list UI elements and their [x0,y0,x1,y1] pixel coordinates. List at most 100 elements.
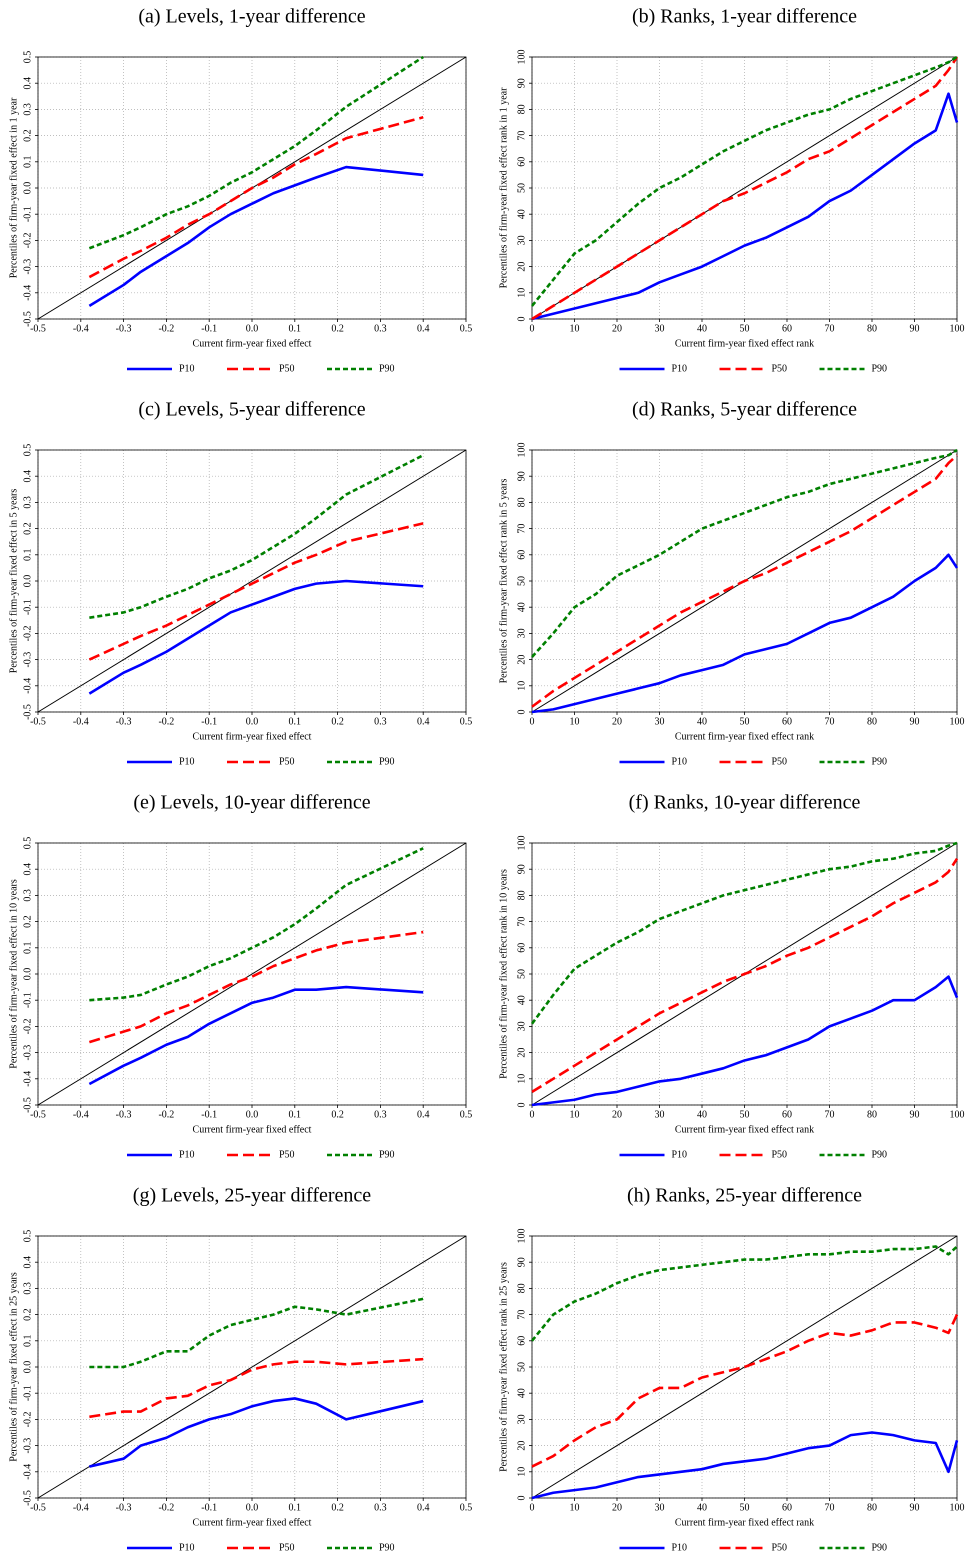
y-tick-label: 40 [516,995,527,1005]
x-tick-label: 70 [825,323,835,334]
x-tick-label: 0.5 [460,1109,473,1120]
series-line [531,454,958,708]
y-tick-label: 50 [516,576,527,586]
y-tick-label: 0.1 [22,156,33,169]
y-axis-label: Percentiles of firm-year fixed effect ra… [498,479,509,684]
y-tick-label: 0.2 [22,522,33,535]
x-tick-label: 60 [782,716,792,727]
legend-label: P50 [772,1149,788,1160]
y-tick-label: 0.0 [22,1361,33,1374]
y-tick-label: 0.3 [22,496,33,509]
x-tick-label: -0.2 [158,1109,174,1120]
x-tick-label: 70 [825,1109,835,1120]
x-tick-label: 100 [950,323,965,334]
y-tick-label: 100 [516,50,527,65]
x-tick-label: -0.1 [201,716,217,727]
y-axis-label: Percentiles of firm-year fixed effect in… [8,879,19,1069]
x-tick-label: 70 [825,1502,835,1513]
legend-label: P90 [379,363,395,374]
x-tick-label: -0.5 [30,323,46,334]
x-tick-label: 30 [655,716,665,727]
x-tick-label: 0.5 [460,323,473,334]
x-tick-label: -0.3 [116,1109,132,1120]
x-tick-label: -0.4 [73,716,89,727]
legend-label: P90 [872,756,888,767]
y-tick-label: 0.5 [22,837,33,850]
x-tick-label: 90 [910,716,920,727]
x-tick-label: 0.3 [374,1502,387,1513]
y-tick-label: -0.5 [22,704,33,720]
y-tick-label: 80 [516,1283,527,1293]
x-tick-label: 60 [782,1502,792,1513]
series-line [531,56,959,321]
x-tick-label: 0.3 [374,323,387,334]
y-tick-label: -0.3 [22,1045,33,1061]
x-tick-label: 70 [825,716,835,727]
y-tick-label: 0.2 [22,915,33,928]
x-tick-label: 0.0 [246,1502,259,1513]
y-axis-label: Percentiles of firm-year fixed effect in… [8,1272,19,1462]
series-line [88,930,424,1044]
legend-label: P90 [872,1542,888,1553]
y-tick-label: -0.5 [22,1490,33,1506]
y-tick-label: 0.5 [22,1230,33,1243]
x-tick-label: 0 [530,1502,535,1513]
y-tick-label: 40 [516,209,527,219]
y-tick-label: 0.1 [22,1335,33,1348]
x-tick-label: 80 [867,323,877,334]
reference-line [37,842,467,1106]
y-tick-label: 0.3 [22,103,33,116]
y-tick-label: 60 [516,550,527,560]
x-tick-label: 0.2 [331,323,344,334]
y-tick-label: 0 [516,710,527,715]
y-tick-label: -0.1 [22,206,33,222]
x-tick-label: 60 [782,1109,792,1120]
legend-label: P10 [179,756,195,767]
plot-frame [531,1235,958,1499]
y-tick-label: -0.5 [22,1097,33,1113]
legend-label: P50 [279,363,295,374]
x-tick-label: 50 [740,1109,750,1120]
y-tick-label: 0.1 [22,942,33,955]
chart-title: (e) Levels, 10-year difference [133,792,370,814]
y-tick-label: 0.5 [22,51,33,64]
x-tick-label: 0.0 [246,1109,259,1120]
x-tick-label: -0.5 [30,1502,46,1513]
series-line [88,55,424,250]
y-tick-label: 90 [516,1257,527,1267]
y-tick-label: 80 [516,104,527,114]
chart-title: (g) Levels, 25-year difference [133,1185,372,1207]
x-tick-label: 40 [697,323,707,334]
y-tick-label: 0.2 [22,129,33,142]
y-tick-label: -0.3 [22,1438,33,1454]
y-tick-label: 0.2 [22,1308,33,1321]
y-tick-label: 40 [516,1388,527,1398]
series-line [531,448,958,658]
plot-frame [37,56,467,320]
y-tick-label: 0 [516,1103,527,1108]
y-tick-label: 50 [516,1362,527,1372]
y-tick-label: 90 [516,864,527,874]
series-line [88,116,424,279]
x-tick-label: 60 [782,323,792,334]
x-tick-label: 0.5 [460,716,473,727]
y-axis-label: Percentiles of firm-year fixed effect in… [8,97,19,278]
y-tick-label: 0.4 [22,77,33,90]
x-tick-label: 0.4 [417,716,430,727]
x-axis-label: Current firm-year fixed effect rank [675,731,814,742]
y-tick-label: 20 [516,262,527,272]
series-line [89,1297,424,1369]
legend-label: P10 [179,1149,195,1160]
chart-title: (b) Ranks, 1-year difference [632,6,857,28]
y-tick-label: 10 [516,1467,527,1477]
y-tick-label: 20 [516,655,527,665]
x-tick-label: -0.1 [201,1109,217,1120]
legend-label: P50 [279,756,295,767]
y-tick-label: 0.0 [22,968,33,981]
series-line [531,1314,959,1468]
x-axis-label: Current firm-year fixed effect [193,1124,312,1135]
x-tick-label: 100 [950,1502,965,1513]
x-tick-label: 0.1 [289,323,302,334]
x-axis-label: Current firm-year fixed effect [193,1517,312,1528]
